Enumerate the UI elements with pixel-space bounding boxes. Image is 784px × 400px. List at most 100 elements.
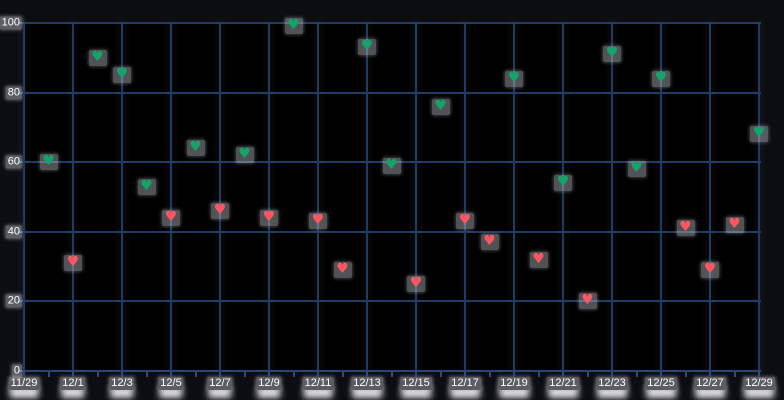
heart-icon: ♥ bbox=[556, 174, 570, 191]
x-axis-tick bbox=[513, 371, 515, 377]
data-point[interactable]: ♥ bbox=[701, 261, 719, 279]
data-point[interactable]: ♥ bbox=[284, 17, 303, 35]
y-axis-tick bbox=[18, 22, 24, 24]
y-axis-tick bbox=[18, 91, 24, 94]
y-axis-tick bbox=[18, 370, 24, 372]
data-point[interactable]: ♥ bbox=[505, 69, 523, 87]
heart-icon: ♥ bbox=[140, 177, 153, 194]
x-axis-tick bbox=[464, 371, 466, 377]
data-point[interactable]: ♥ bbox=[333, 261, 352, 279]
x-axis-tick bbox=[72, 371, 74, 377]
data-point[interactable]: ♥ bbox=[137, 177, 156, 195]
x-axis-tick bbox=[219, 371, 221, 377]
x-axis-tick bbox=[292, 371, 295, 377]
grid-line-vertical bbox=[415, 23, 417, 371]
grid-line-horizontal bbox=[24, 22, 761, 24]
grid-line-vertical bbox=[317, 23, 319, 371]
x-axis-tick-label: 12/23 bbox=[596, 377, 628, 390]
y-axis-tick bbox=[18, 300, 24, 303]
grid-line-vertical bbox=[219, 23, 221, 371]
data-point[interactable]: ♥ bbox=[39, 153, 58, 171]
x-axis-tick bbox=[488, 371, 491, 377]
grid-line-vertical bbox=[72, 23, 74, 371]
data-point[interactable]: ♥ bbox=[186, 139, 205, 157]
data-point[interactable]: ♥ bbox=[113, 66, 131, 84]
data-point[interactable]: ♥ bbox=[162, 209, 180, 226]
data-point[interactable]: ♥ bbox=[382, 157, 401, 174]
heart-icon: ♥ bbox=[532, 250, 545, 267]
data-point[interactable]: ♥ bbox=[431, 97, 450, 115]
x-axis-line bbox=[24, 370, 761, 372]
x-axis-tick bbox=[709, 371, 711, 377]
grid-line-vertical bbox=[170, 23, 172, 371]
data-point[interactable]: ♥ bbox=[603, 46, 621, 63]
data-point[interactable]: ♥ bbox=[627, 161, 646, 178]
x-axis-tick-label: 12/1 bbox=[60, 377, 86, 390]
data-point[interactable]: ♥ bbox=[725, 216, 744, 233]
heart-icon: ♥ bbox=[654, 69, 668, 86]
heart-icon: ♥ bbox=[336, 261, 349, 278]
x-axis-tick bbox=[145, 371, 148, 377]
y-axis-tick-label: 60 bbox=[5, 155, 22, 169]
x-axis-tick bbox=[121, 371, 123, 377]
heart-icon: ♥ bbox=[213, 201, 227, 218]
data-point[interactable]: ♥ bbox=[652, 69, 670, 87]
x-axis-tick bbox=[684, 371, 687, 377]
heart-icon: ♥ bbox=[189, 139, 202, 156]
data-point[interactable]: ♥ bbox=[456, 213, 474, 230]
data-point[interactable]: ♥ bbox=[64, 254, 82, 272]
y-axis-tick-label: 40 bbox=[5, 225, 22, 239]
y-axis-tick-label: 20 bbox=[5, 294, 22, 308]
x-axis-tick bbox=[611, 371, 613, 377]
heart-icon: ♥ bbox=[507, 69, 521, 86]
heart-icon: ♥ bbox=[287, 17, 300, 34]
x-axis-tick-label: 12/25 bbox=[645, 377, 677, 390]
x-axis-tick bbox=[733, 371, 736, 377]
data-point[interactable]: ♥ bbox=[309, 213, 327, 230]
x-axis-tick-label: 12/9 bbox=[256, 377, 282, 390]
plot-area bbox=[24, 23, 759, 371]
data-point[interactable]: ♥ bbox=[88, 48, 107, 66]
data-point[interactable]: ♥ bbox=[407, 276, 425, 292]
data-point[interactable]: ♥ bbox=[480, 233, 499, 251]
data-point[interactable]: ♥ bbox=[578, 292, 597, 310]
grid-line-vertical bbox=[611, 23, 613, 371]
heart-icon: ♥ bbox=[703, 261, 717, 278]
grid-line-horizontal bbox=[24, 300, 761, 303]
heart-icon: ♥ bbox=[581, 292, 594, 309]
data-point[interactable]: ♥ bbox=[750, 126, 768, 143]
heart-icon: ♥ bbox=[115, 66, 129, 83]
x-axis-tick bbox=[439, 371, 442, 377]
data-point[interactable]: ♥ bbox=[529, 250, 548, 268]
heart-icon: ♥ bbox=[262, 208, 276, 225]
grid-line-horizontal bbox=[24, 161, 761, 164]
data-point[interactable]: ♥ bbox=[554, 174, 572, 192]
data-point[interactable]: ♥ bbox=[211, 201, 229, 219]
heart-icon: ♥ bbox=[238, 146, 251, 163]
x-axis-tick-label: 12/29 bbox=[743, 377, 775, 390]
grid-line-horizontal bbox=[24, 230, 761, 233]
x-axis-tick bbox=[23, 371, 25, 377]
heart-icon: ♥ bbox=[409, 275, 423, 291]
data-point[interactable]: ♥ bbox=[235, 146, 254, 164]
x-axis-tick bbox=[758, 371, 760, 377]
heart-icon: ♥ bbox=[434, 97, 447, 114]
heart-icon: ♥ bbox=[66, 254, 80, 271]
heart-icon: ♥ bbox=[91, 48, 104, 65]
data-point[interactable]: ♥ bbox=[260, 208, 278, 226]
grid-line-vertical bbox=[366, 23, 368, 371]
grid-line-vertical bbox=[562, 23, 564, 371]
x-axis-tick-label: 12/17 bbox=[449, 377, 481, 390]
data-point[interactable]: ♥ bbox=[676, 220, 695, 237]
grid-line-horizontal bbox=[24, 91, 761, 94]
x-axis-tick bbox=[341, 371, 344, 377]
data-point[interactable]: ♥ bbox=[358, 39, 376, 56]
grid-line-vertical bbox=[513, 23, 515, 371]
heart-icon: ♥ bbox=[483, 233, 496, 250]
y-axis-tick-label: 0 bbox=[11, 364, 22, 378]
x-axis-tick bbox=[243, 371, 246, 377]
heart-icon: ♥ bbox=[42, 153, 55, 170]
grid-line-vertical bbox=[121, 23, 123, 371]
x-axis-tick bbox=[194, 371, 197, 377]
